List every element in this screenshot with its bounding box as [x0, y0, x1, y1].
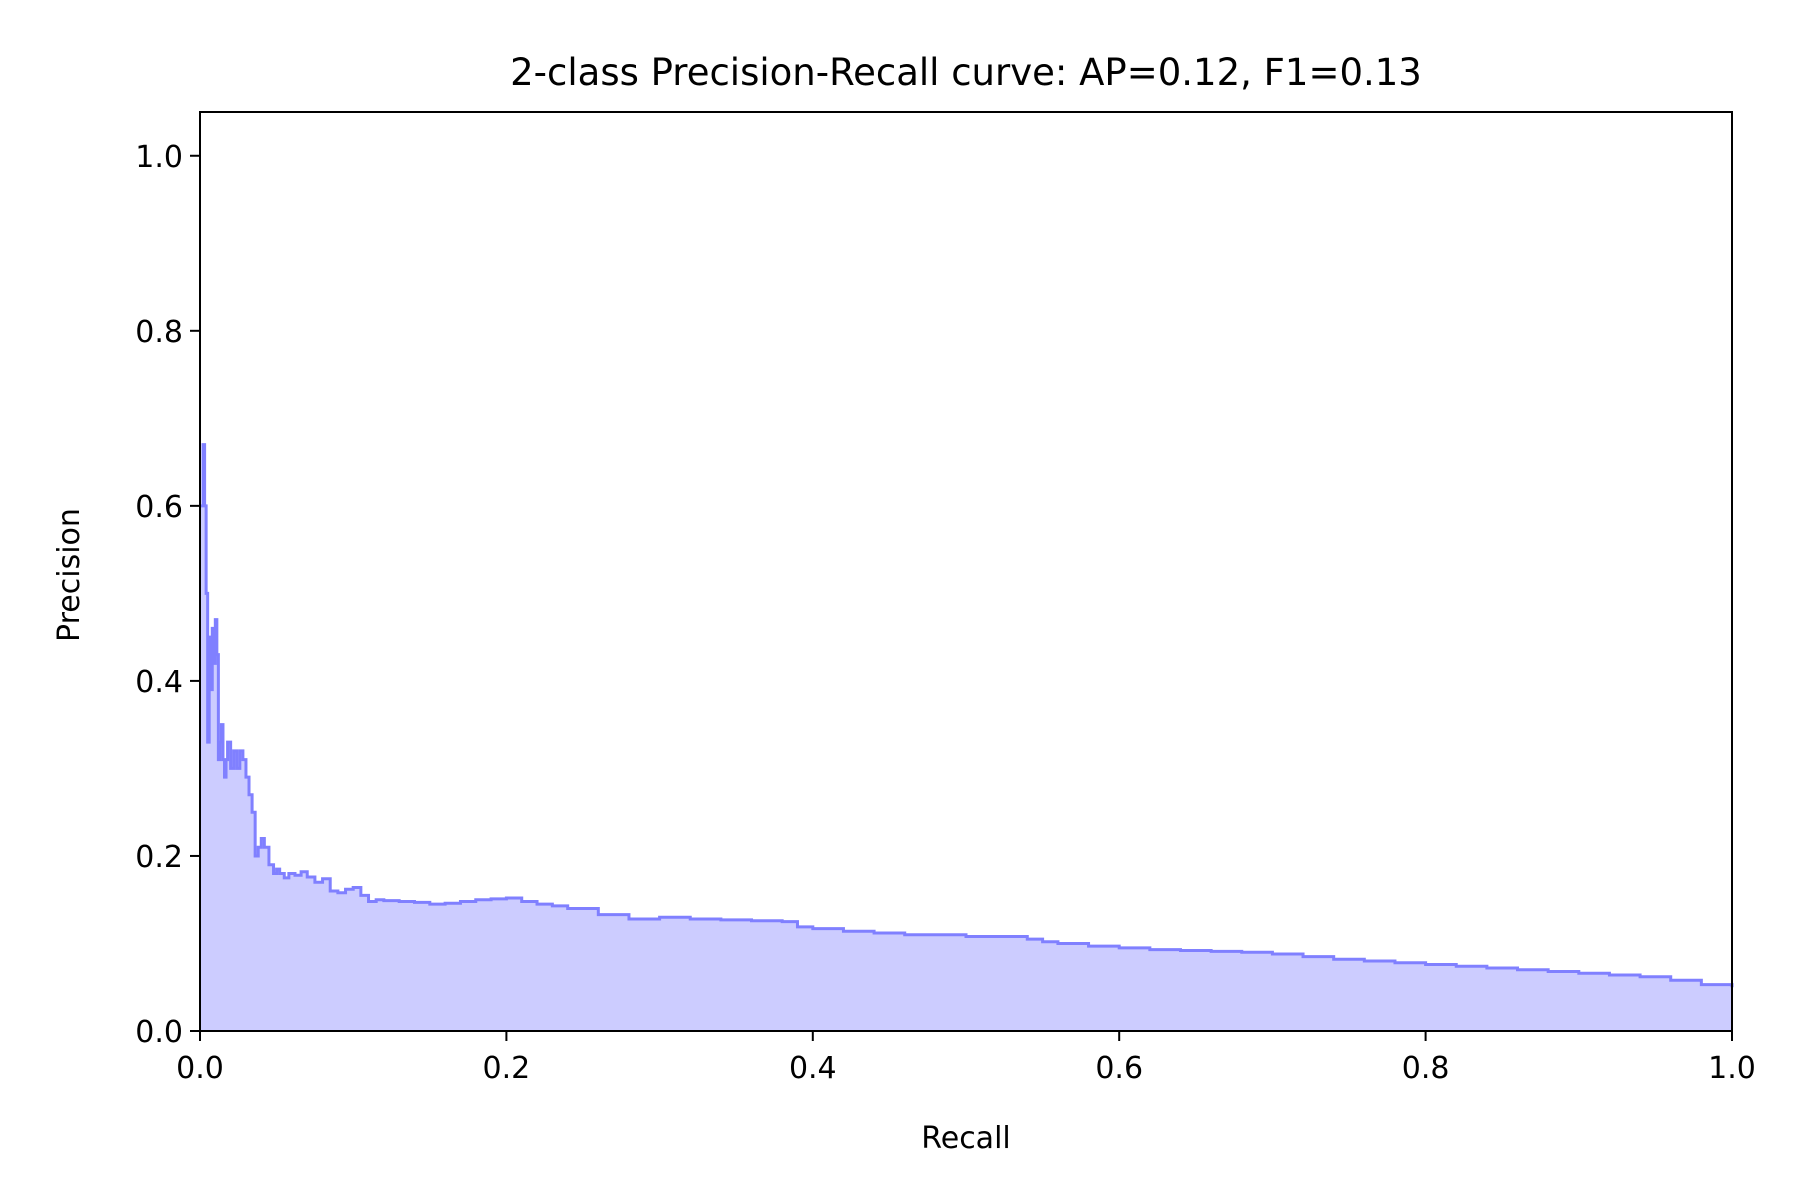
- x-axis-title: Recall: [921, 1121, 1011, 1156]
- y-tick-label: 0.4: [135, 665, 183, 700]
- series-layer: [200, 443, 1734, 1032]
- y-tick-label: 0.0: [135, 1015, 183, 1050]
- x-tick-label: 0.4: [789, 1051, 837, 1086]
- x-tick-label: 0.6: [1095, 1051, 1143, 1086]
- y-tick-label: 0.8: [135, 315, 183, 350]
- y-tick-label: 1.0: [135, 140, 183, 175]
- plot-frame: [199, 111, 1733, 1032]
- x-tick-label: 0.2: [483, 1051, 531, 1086]
- precision-recall-curve: [200, 443, 1734, 988]
- x-tick-label: 0.0: [176, 1051, 224, 1086]
- y-axis-title: Precision: [52, 508, 87, 642]
- ticks-layer: 0.0 0.2 0.4 0.6 0.8 1.0 0.0 0.2 0.4 0.6 0.8 1.0: [135, 140, 1756, 1086]
- x-tick-label: 1.0: [1708, 1051, 1756, 1086]
- y-tick-label: 0.2: [135, 840, 183, 875]
- x-tick-label: 0.8: [1402, 1051, 1450, 1086]
- plot-background: [200, 112, 1732, 1031]
- chart-title: 2-class Precision-Recall curve: AP=0.12,…: [510, 51, 1422, 94]
- y-tick-label: 0.6: [135, 490, 183, 525]
